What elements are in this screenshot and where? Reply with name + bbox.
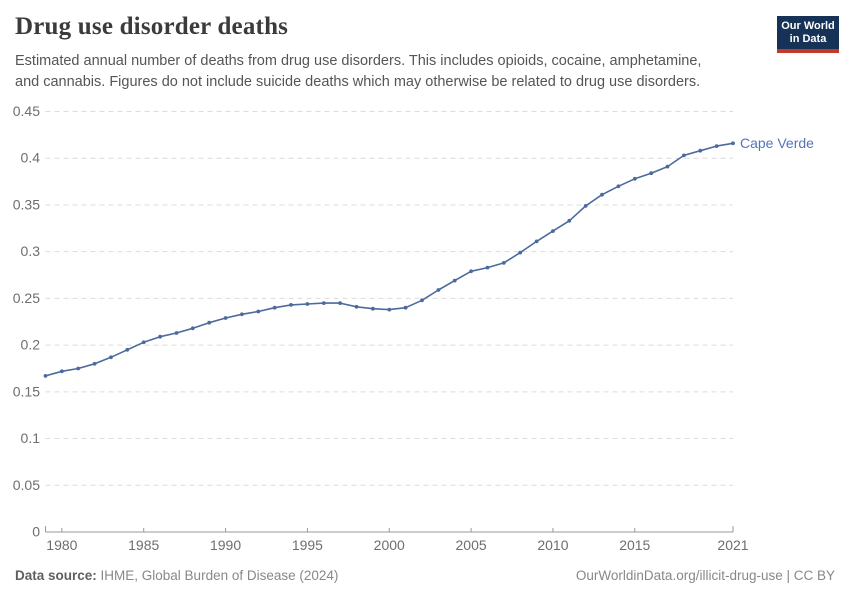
data-point (354, 304, 359, 309)
x-tick-label: 2000 (374, 537, 405, 553)
data-point (76, 366, 81, 371)
y-tick-label: 0.35 (13, 196, 40, 212)
data-point (158, 334, 163, 339)
data-point (534, 239, 539, 244)
data-point (501, 261, 506, 265)
data-point (272, 305, 277, 310)
data-point (240, 312, 244, 317)
owid-logo[interactable]: Our World in Data (777, 16, 839, 53)
data-source-label: Data source: (15, 568, 97, 583)
x-tick-label: 2015 (619, 537, 650, 553)
data-point (321, 301, 326, 305)
y-tick-label: 0.45 (13, 103, 40, 119)
data-point (305, 302, 310, 306)
data-point (190, 326, 195, 331)
y-tick-label: 0.05 (13, 477, 40, 493)
data-point (551, 229, 555, 234)
subtitle-line2: and cannabis. Figures do not include sui… (15, 74, 701, 90)
data-point (518, 250, 523, 255)
chart-footer: Data source: IHME, Global Burden of Dise… (15, 568, 835, 583)
y-tick-label: 0.2 (21, 337, 41, 353)
data-point (420, 298, 424, 303)
data-point (141, 340, 146, 345)
y-tick-label: 0.4 (21, 150, 41, 166)
y-tick-label: 0.15 (13, 383, 40, 399)
data-line (45, 142, 734, 377)
data-point (469, 269, 473, 274)
data-point (387, 307, 392, 312)
data-point (60, 369, 64, 374)
data-source-value: IHME, Global Burden of Disease (2024) (96, 568, 339, 583)
series-end-label: Cape Verde (740, 135, 814, 151)
data-point (682, 153, 686, 158)
x-tick-label: 1980 (46, 537, 77, 553)
data-point (109, 355, 113, 360)
data-point (436, 288, 441, 292)
y-tick-label: 0.3 (21, 243, 41, 259)
data-point (452, 278, 457, 283)
data-point (583, 204, 588, 208)
data-point (632, 176, 637, 181)
data-point (125, 347, 130, 352)
y-tick-label: 0.25 (13, 290, 40, 306)
footer-data-source: Data source: IHME, Global Burden of Dise… (15, 568, 338, 583)
x-tick-label: 2021 (717, 537, 748, 553)
data-point (600, 192, 604, 197)
data-point (371, 306, 375, 311)
data-point (174, 331, 179, 335)
data-point (403, 305, 408, 310)
y-tick-label: 0 (32, 524, 40, 540)
data-point (289, 303, 293, 307)
x-tick-label: 1990 (210, 537, 241, 553)
page-title: Drug use disorder deaths (15, 13, 289, 40)
data-point (92, 361, 97, 366)
data-point (731, 141, 735, 146)
data-point (207, 320, 212, 325)
data-point (567, 218, 572, 223)
data-point (43, 374, 48, 378)
x-tick-label: 2005 (456, 537, 487, 553)
data-point (223, 316, 228, 320)
data-point (616, 184, 621, 189)
data-point (256, 309, 261, 314)
data-point (714, 144, 719, 149)
data-point (698, 148, 703, 153)
y-tick-label: 0.1 (21, 430, 41, 446)
x-tick-label: 1985 (128, 537, 159, 553)
data-point (338, 301, 342, 305)
subtitle-line1: Estimated annual number of deaths from d… (15, 53, 702, 69)
logo-text-line1: Our World (781, 20, 835, 32)
footer-credit-link[interactable]: OurWorldinData.org/illicit-drug-use | CC… (575, 568, 835, 583)
logo-text-line2: in Data (789, 33, 827, 45)
data-point (665, 164, 670, 169)
chart-subtitle: Estimated annual number of deaths from d… (15, 51, 701, 93)
x-tick-label: 1995 (292, 537, 323, 553)
x-tick-label: 2010 (537, 537, 568, 553)
data-point (485, 265, 490, 270)
data-point (649, 171, 654, 176)
